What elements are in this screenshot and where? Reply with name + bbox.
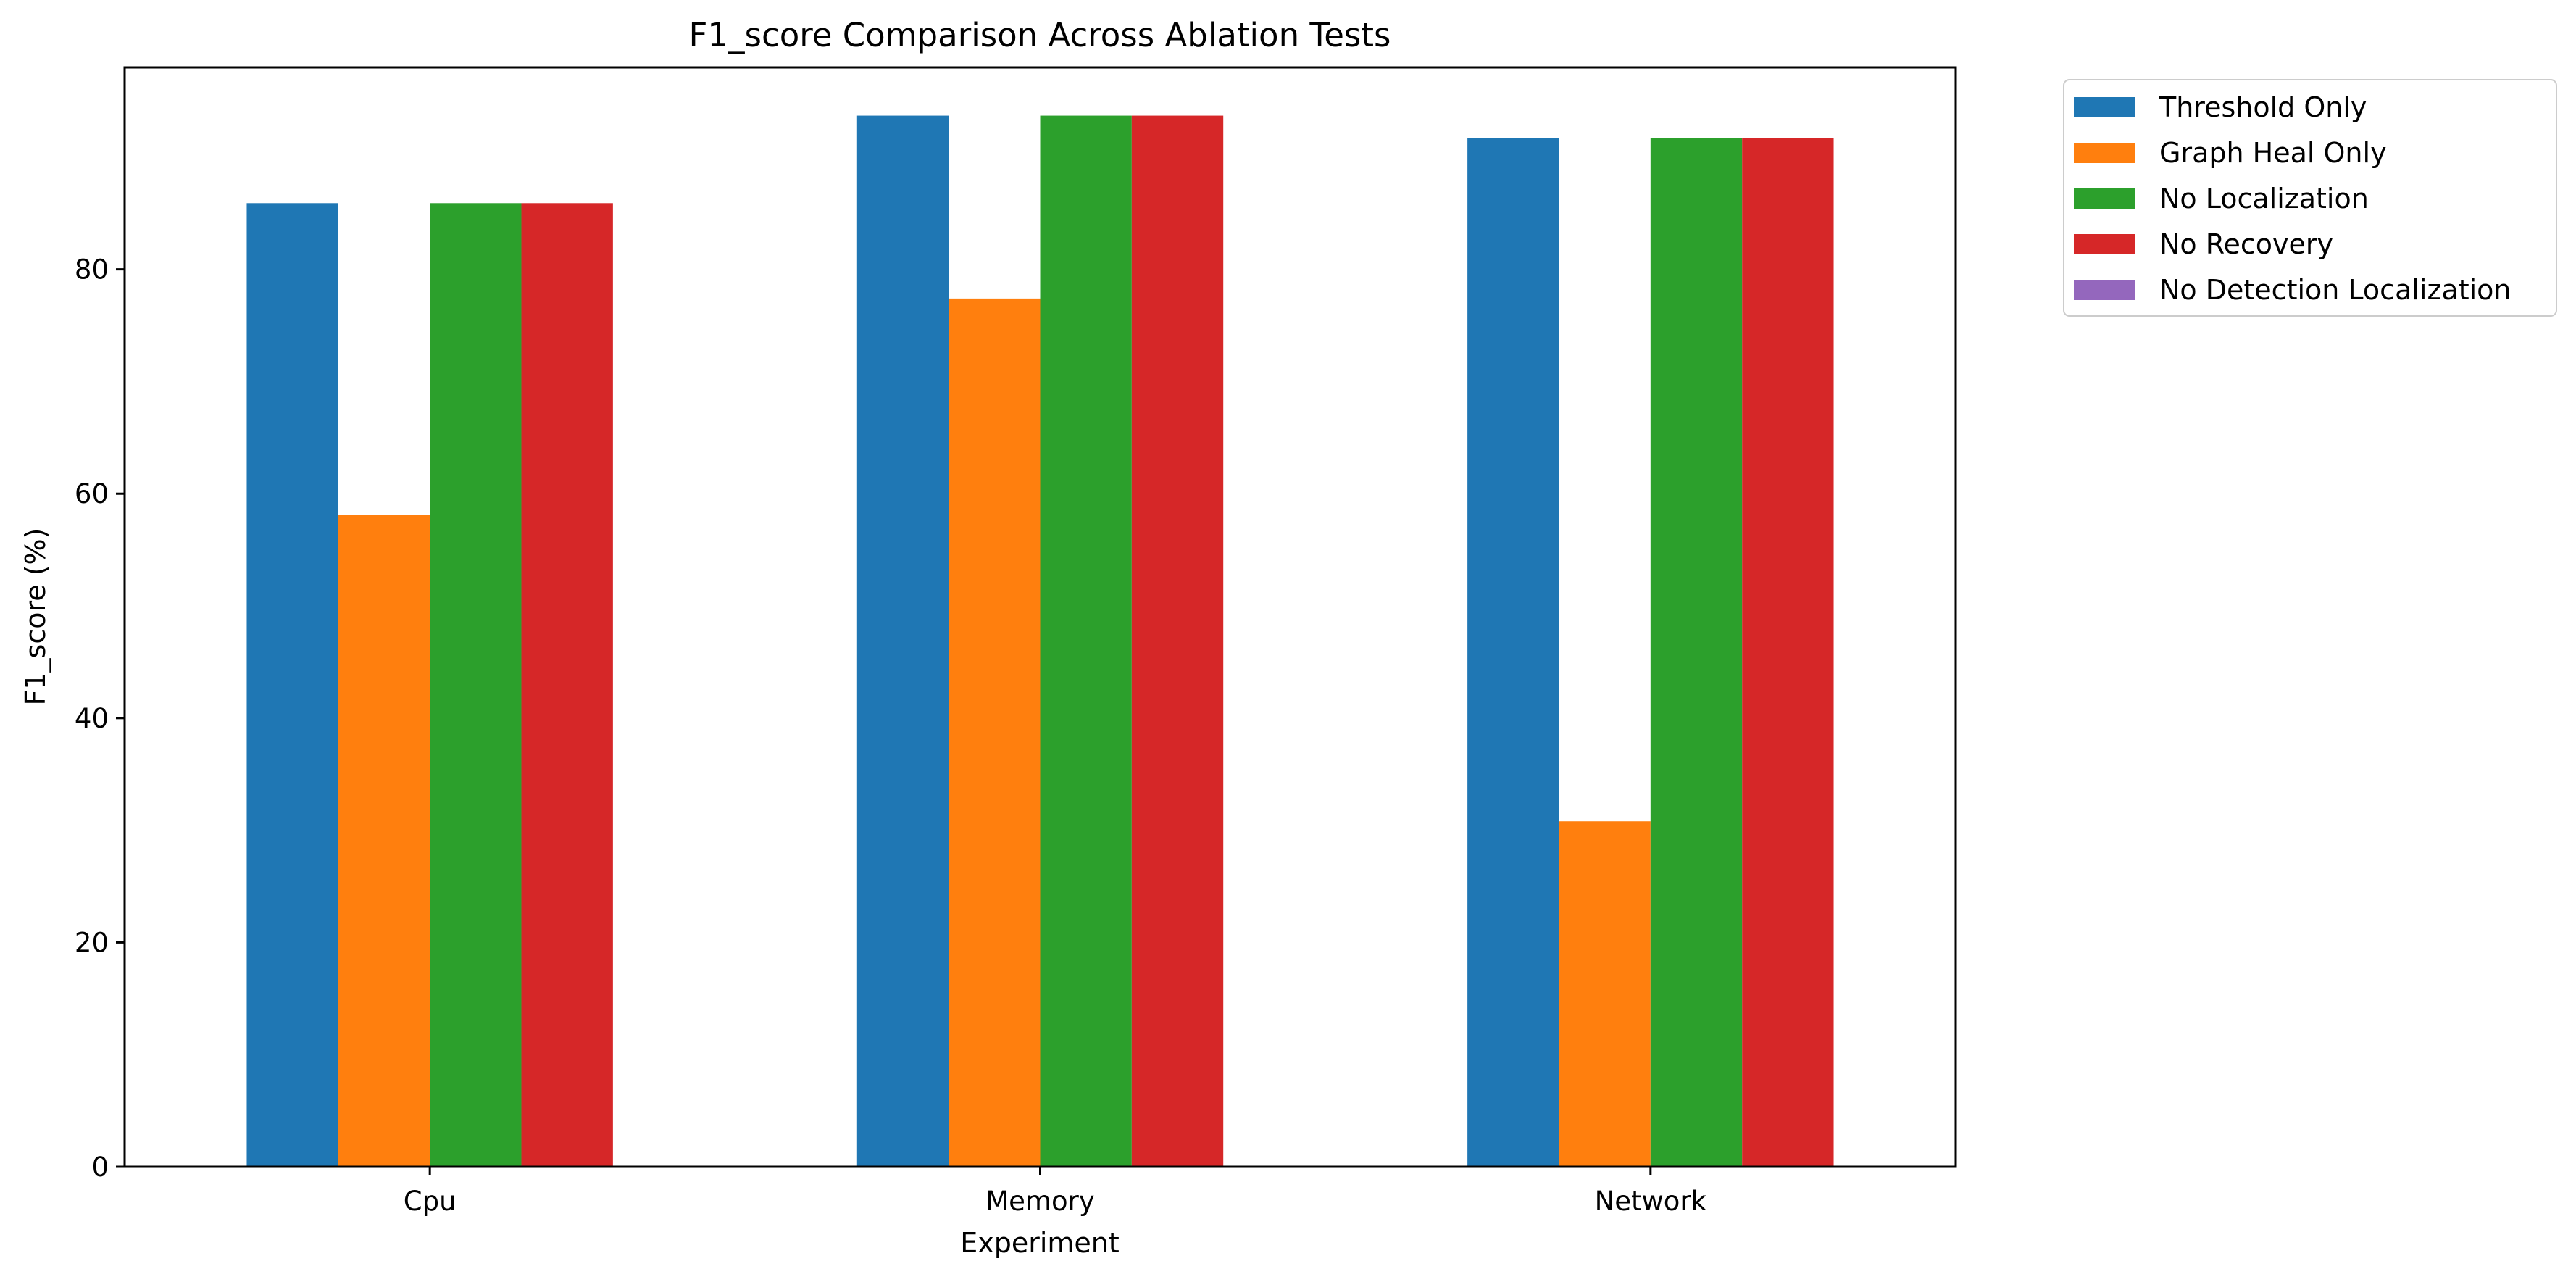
legend-label-1: Graph Heal Only: [2159, 137, 2387, 169]
bar-1-2: [1040, 115, 1132, 1167]
legend: Threshold Only Graph Heal Only No Localiza…: [2063, 79, 2557, 317]
bar-2-3: [1742, 138, 1834, 1167]
y-axis: 0 20 40 60 80: [75, 254, 125, 1183]
legend-swatch-2: [2074, 188, 2135, 209]
bar-0-0: [246, 203, 338, 1167]
y-tick-label-3: 60: [75, 478, 109, 509]
bars-group: [246, 115, 1834, 1167]
legend-label-2: No Localization: [2159, 183, 2369, 215]
legend-frame: [2063, 79, 2557, 317]
bar-1-0: [856, 115, 949, 1167]
x-axis-label: Experiment: [960, 1227, 1120, 1259]
y-tick-label-2: 40: [75, 703, 109, 734]
x-tick-label-0: Cpu: [404, 1186, 457, 1217]
legend-label-3: No Recovery: [2159, 228, 2333, 260]
bar-0-1: [338, 515, 430, 1167]
legend-swatch-1: [2074, 143, 2135, 163]
legend-swatch-3: [2074, 234, 2135, 254]
legend-label-0: Threshold Only: [2159, 91, 2367, 123]
bar-2-2: [1650, 138, 1743, 1167]
bar-1-3: [1131, 115, 1224, 1167]
bar-2-1: [1559, 821, 1651, 1167]
x-tick-label-1: Memory: [985, 1186, 1094, 1217]
y-tick-label-1: 20: [75, 927, 109, 958]
chart-title: F1_score Comparison Across Ablation Test…: [689, 16, 1391, 54]
y-axis-label: F1_score (%): [20, 528, 51, 706]
bar-2-0: [1467, 138, 1559, 1167]
bar-0-2: [430, 203, 522, 1167]
x-tick-label-2: Network: [1595, 1186, 1707, 1217]
legend-swatch-0: [2074, 97, 2135, 117]
x-axis: Cpu Memory Network: [404, 1167, 1707, 1217]
y-tick-label-0: 0: [91, 1152, 109, 1183]
legend-swatch-4: [2074, 280, 2135, 300]
y-tick-label-4: 80: [75, 254, 109, 286]
bar-0-3: [521, 203, 613, 1167]
legend-label-4: No Detection Localization: [2159, 274, 2512, 306]
bar-1-1: [949, 298, 1041, 1167]
